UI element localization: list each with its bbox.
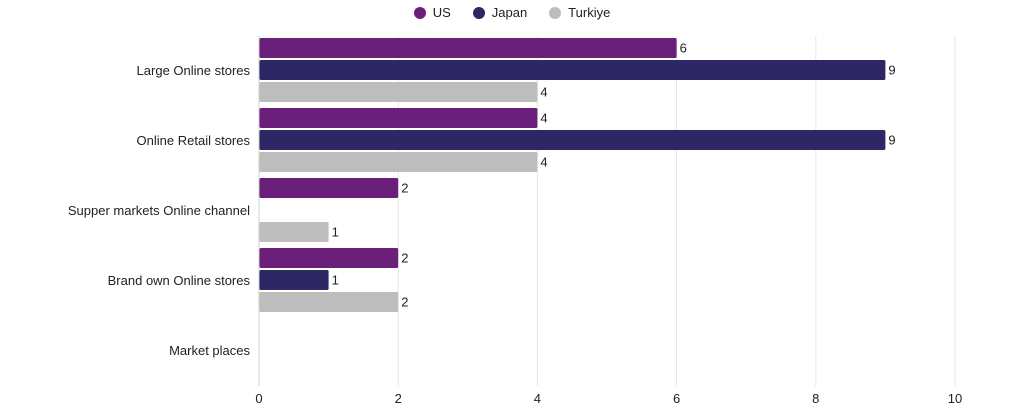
x-tick-label-8: 8 bbox=[812, 391, 819, 406]
legend-label-us: US bbox=[432, 5, 451, 20]
x-tick-label-2: 2 bbox=[395, 391, 402, 406]
legend-label-turkiye: Turkiye bbox=[568, 5, 611, 20]
data-label-us: 2 bbox=[401, 251, 408, 266]
legend-swatch-turkiye bbox=[549, 6, 562, 19]
data-label-us: 6 bbox=[680, 41, 687, 56]
x-axis-ticks: 0 2 4 6 8 10 bbox=[255, 391, 962, 406]
data-label-japan: 9 bbox=[888, 63, 895, 78]
data-label-turkiye: 4 bbox=[540, 155, 547, 170]
legend-swatch-japan bbox=[472, 6, 485, 19]
data-labels: 6 9 4 4 9 4 2 1 2 1 2 bbox=[332, 41, 896, 310]
data-label-japan: 9 bbox=[888, 133, 895, 148]
bar-us bbox=[259, 178, 399, 198]
category-label: Supper markets Online channel bbox=[68, 203, 250, 218]
legend-item-japan[interactable]: Japan bbox=[472, 5, 528, 20]
category-label: Large Online stores bbox=[137, 63, 251, 78]
legend-label-japan: Japan bbox=[491, 5, 528, 20]
bar-turkiye bbox=[259, 292, 399, 312]
chart-legend: US Japan Turkiye bbox=[0, 5, 1024, 20]
bar-turkiye bbox=[259, 222, 329, 242]
category-label: Market places bbox=[169, 343, 250, 358]
bar-japan bbox=[259, 270, 329, 290]
data-label-us: 4 bbox=[540, 111, 547, 126]
category-label: Brand own Online stores bbox=[108, 273, 251, 288]
data-label-turkiye: 4 bbox=[540, 85, 547, 100]
bar-us bbox=[259, 248, 399, 268]
legend-item-turkiye[interactable]: Turkiye bbox=[549, 5, 610, 20]
x-tick-label-0: 0 bbox=[255, 391, 262, 406]
bar-japan bbox=[259, 60, 886, 80]
legend-swatch-us bbox=[413, 6, 426, 19]
category-labels: Large Online stores Online Retail stores S… bbox=[68, 63, 251, 358]
category-label: Online Retail stores bbox=[137, 133, 251, 148]
legend-item-us[interactable]: US bbox=[413, 5, 451, 20]
bar-turkiye bbox=[259, 82, 538, 102]
bar-turkiye bbox=[259, 152, 538, 172]
data-label-us: 2 bbox=[401, 181, 408, 196]
data-label-turkiye: 2 bbox=[401, 295, 408, 310]
data-label-japan: 1 bbox=[332, 273, 339, 288]
x-tick-label-10: 10 bbox=[948, 391, 962, 406]
bar-us bbox=[259, 38, 677, 58]
bar-us bbox=[259, 108, 538, 128]
x-tick-label-6: 6 bbox=[673, 391, 680, 406]
x-tick-label-4: 4 bbox=[534, 391, 541, 406]
bar-series bbox=[259, 38, 886, 312]
data-label-turkiye: 1 bbox=[332, 225, 339, 240]
bar-japan bbox=[259, 130, 886, 150]
